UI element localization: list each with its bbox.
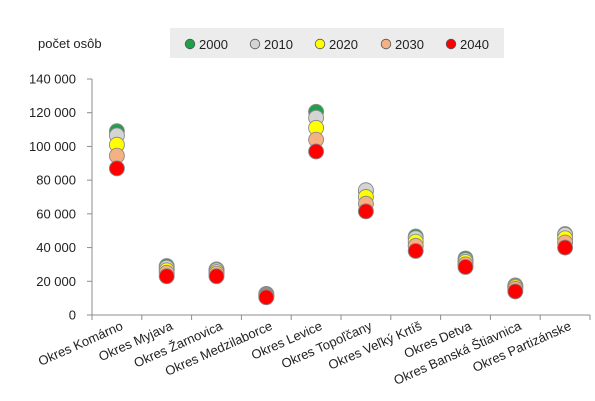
y-tick-label: 140 000 (29, 72, 76, 87)
y-tick-label: 60 000 (36, 206, 76, 221)
legend-marker (380, 38, 392, 50)
data-points (108, 103, 574, 306)
legend-label: 2010 (264, 37, 293, 52)
data-point (158, 268, 175, 285)
y-axis-label: počet osôb (38, 36, 102, 51)
legend-marker (314, 38, 326, 50)
legend: 2000 2010 2020 2030 2040 (184, 37, 489, 52)
data-point (108, 160, 125, 177)
legend-label: 2020 (329, 37, 358, 52)
data-point (507, 283, 524, 300)
legend-marker (249, 38, 261, 50)
legend-label: 2040 (460, 37, 489, 52)
y-tick-label: 120 000 (29, 105, 76, 120)
legend-label: 2000 (199, 37, 228, 52)
y-tick-label: 100 000 (29, 139, 76, 154)
data-point (208, 268, 225, 285)
y-ticks: 0 20 000 40 000 60 000 80 000 100 000 120 000 1… (29, 72, 92, 323)
data-point (357, 203, 374, 220)
y-tick-label: 0 (69, 308, 76, 323)
y-tick-label: 40 000 (36, 240, 76, 255)
legend-marker (184, 38, 196, 50)
legend-marker (445, 38, 457, 50)
y-tick-label: 20 000 (36, 274, 76, 289)
data-point (457, 259, 474, 275)
data-point (258, 289, 275, 306)
data-point (407, 242, 424, 259)
legend-label: 2030 (395, 37, 424, 52)
data-point (308, 143, 325, 160)
data-point (557, 239, 574, 256)
y-tick-label: 80 000 (36, 173, 76, 188)
